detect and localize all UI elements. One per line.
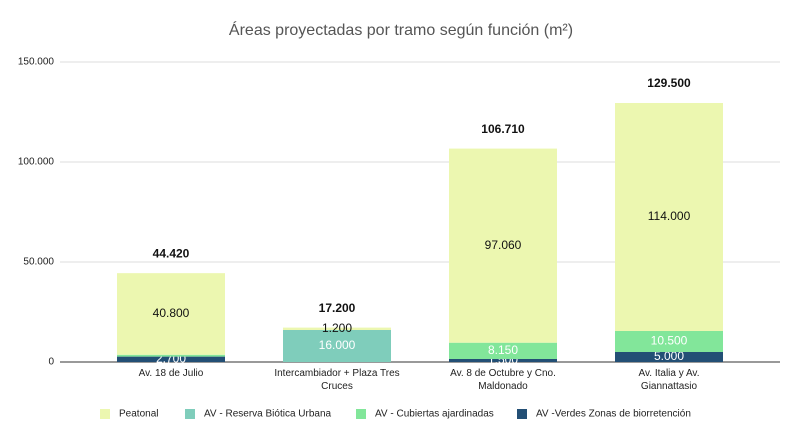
- chart-title: Áreas proyectadas por tramo según funció…: [229, 20, 573, 39]
- bar-segment: [449, 148, 557, 343]
- value-label: 10.500: [651, 334, 688, 348]
- bar-segment: [117, 354, 225, 357]
- value-label: 40.800: [153, 306, 190, 320]
- bar-segment: [117, 356, 225, 362]
- bar-segment: [615, 352, 723, 362]
- legend-swatch: [517, 409, 527, 419]
- x-tick-label: Av. 8 de Octubre y Cno. Maldonado: [450, 368, 556, 392]
- total-label: 17.200: [319, 301, 356, 315]
- value-label: 114.000: [648, 209, 691, 223]
- x-tick-label: Av. Italia y Av. Giannattasio: [639, 368, 700, 392]
- legend-swatch: [185, 409, 195, 419]
- legend-label: Peatonal: [119, 409, 158, 420]
- bar-segment: [117, 273, 225, 355]
- value-label: 16.000: [319, 338, 356, 352]
- bar-segment: [283, 330, 391, 362]
- legend-label: AV - Reserva Biótica Urbana: [204, 409, 332, 420]
- value-label: 1.200: [322, 321, 352, 335]
- legend-swatch: [100, 409, 110, 419]
- legend-label: AV - Cubiertas ajardinadas: [375, 409, 494, 420]
- value-label: 97.060: [485, 238, 522, 252]
- bar-segment: [449, 342, 557, 359]
- x-tick-label: Av. 18 de Julio: [139, 368, 204, 379]
- total-label: 44.420: [153, 246, 190, 260]
- legend-swatch: [356, 409, 366, 419]
- value-label: 5.000: [654, 349, 684, 363]
- y-tick-label: 50.000: [23, 257, 54, 268]
- value-label: 8.150: [488, 343, 518, 357]
- bar-segment: [449, 359, 557, 362]
- bar-segment: [615, 331, 723, 352]
- total-label: 106.710: [481, 122, 525, 136]
- x-tick-label: Intercambiador + Plaza Tres Cruces: [274, 368, 399, 392]
- bar-segment: [615, 103, 723, 331]
- bar-segment: [283, 327, 391, 330]
- y-tick-label: 150.000: [18, 57, 55, 68]
- y-tick-label: 100.000: [18, 157, 55, 168]
- total-label: 129.500: [647, 76, 691, 90]
- y-tick-label: 0: [48, 357, 54, 368]
- legend-label: AV -Verdes Zonas de biorretención: [536, 409, 691, 420]
